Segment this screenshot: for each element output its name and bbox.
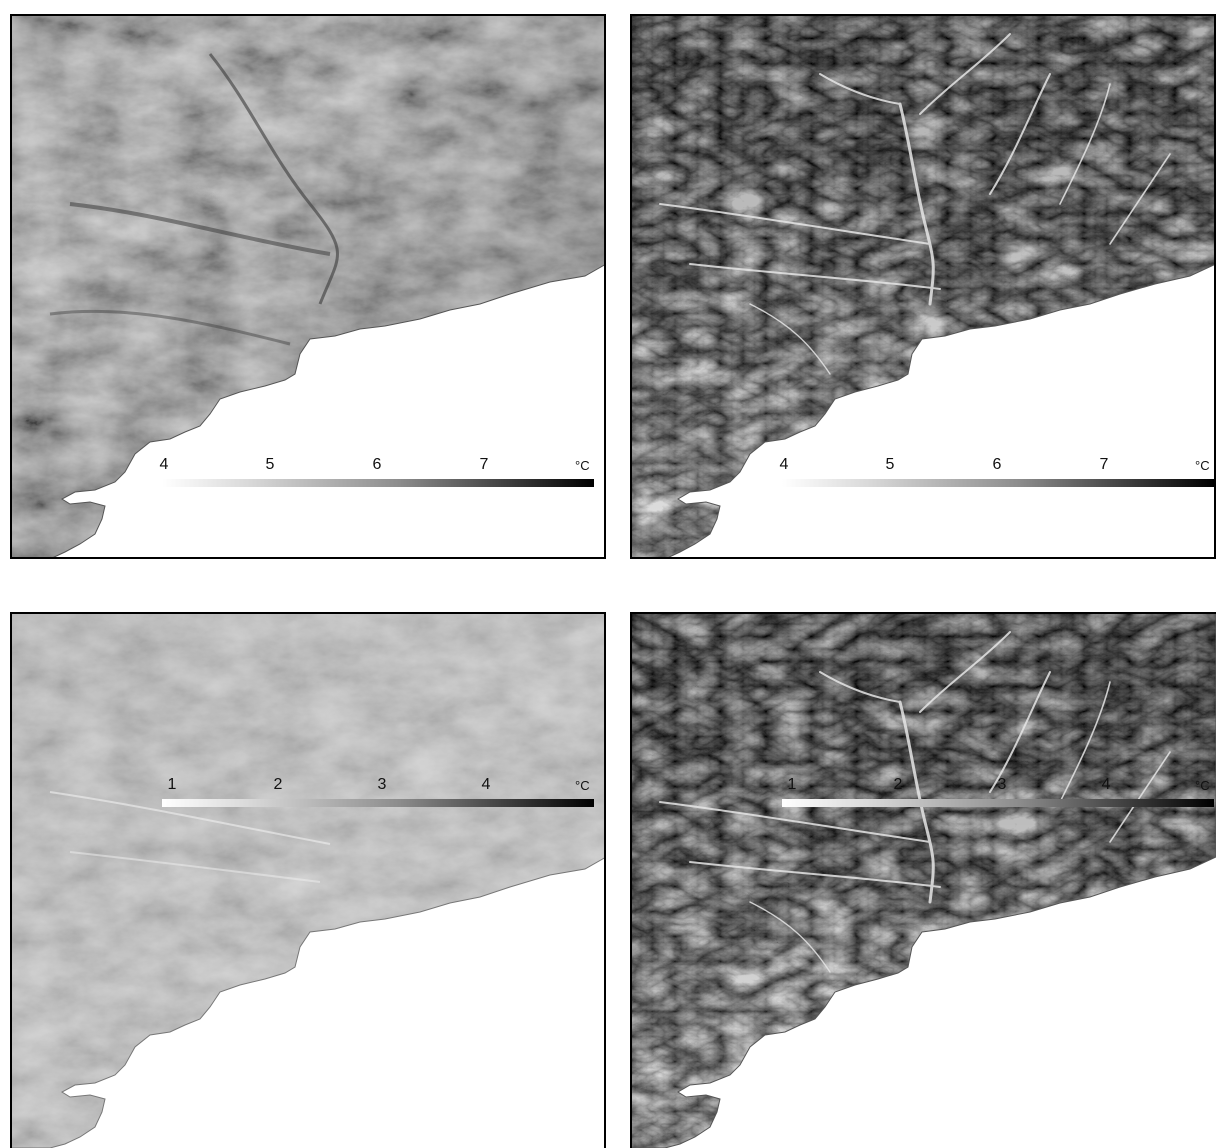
legend-tick-label: 4 — [159, 456, 169, 473]
legend-tick-label: 4 — [1101, 776, 1111, 793]
legend-tick-label: 2 — [893, 776, 903, 793]
legend-unit-label: °C — [1195, 458, 1210, 473]
legend-tick-label: 7 — [479, 456, 489, 473]
legend-tick-label: 7 — [1099, 456, 1109, 473]
legend-unit-label: °C — [1195, 778, 1210, 793]
map-panel-bottom-left: 1 2 3 4 °C — [10, 612, 606, 1148]
temperature-map-bottom-right — [630, 612, 1216, 1148]
color-scale-legend: 1 2 3 4 °C — [162, 777, 594, 807]
legend-gradient-bar — [162, 799, 594, 807]
color-scale-legend: 4 5 6 7 °C — [779, 456, 1214, 487]
legend-unit-label: °C — [575, 778, 590, 793]
legend-tick-label: 6 — [992, 456, 1002, 473]
color-scale-legend: 4 5 6 7 °C — [159, 456, 594, 487]
legend-tick-label: 4 — [481, 776, 491, 793]
temperature-map-bottom-left — [10, 612, 606, 1148]
temperature-map-top-right — [630, 14, 1216, 559]
legend-tick-label: 6 — [372, 456, 382, 473]
legend-tick-label: 3 — [997, 776, 1007, 793]
legend-gradient-bar — [782, 799, 1214, 807]
legend-tick-label: 3 — [377, 776, 387, 793]
legend-tick-label: 1 — [787, 776, 797, 793]
legend-tick-label: 5 — [265, 456, 275, 473]
map-panel-top-right: 4 5 6 7 °C — [630, 14, 1216, 559]
legend-tick-label: 2 — [273, 776, 283, 793]
legend-gradient-bar — [162, 479, 594, 487]
legend-tick-label: 1 — [167, 776, 177, 793]
legend-gradient-bar — [782, 479, 1214, 487]
map-panel-bottom-right: 1 2 3 4 °C — [630, 612, 1216, 1148]
color-scale-legend: 1 2 3 4 °C — [782, 777, 1214, 807]
map-panel-top-left: 4 5 6 7 °C — [10, 14, 606, 559]
legend-tick-label: 5 — [885, 456, 895, 473]
temperature-map-top-left — [10, 14, 606, 559]
legend-unit-label: °C — [575, 458, 590, 473]
legend-tick-label: 4 — [779, 456, 789, 473]
